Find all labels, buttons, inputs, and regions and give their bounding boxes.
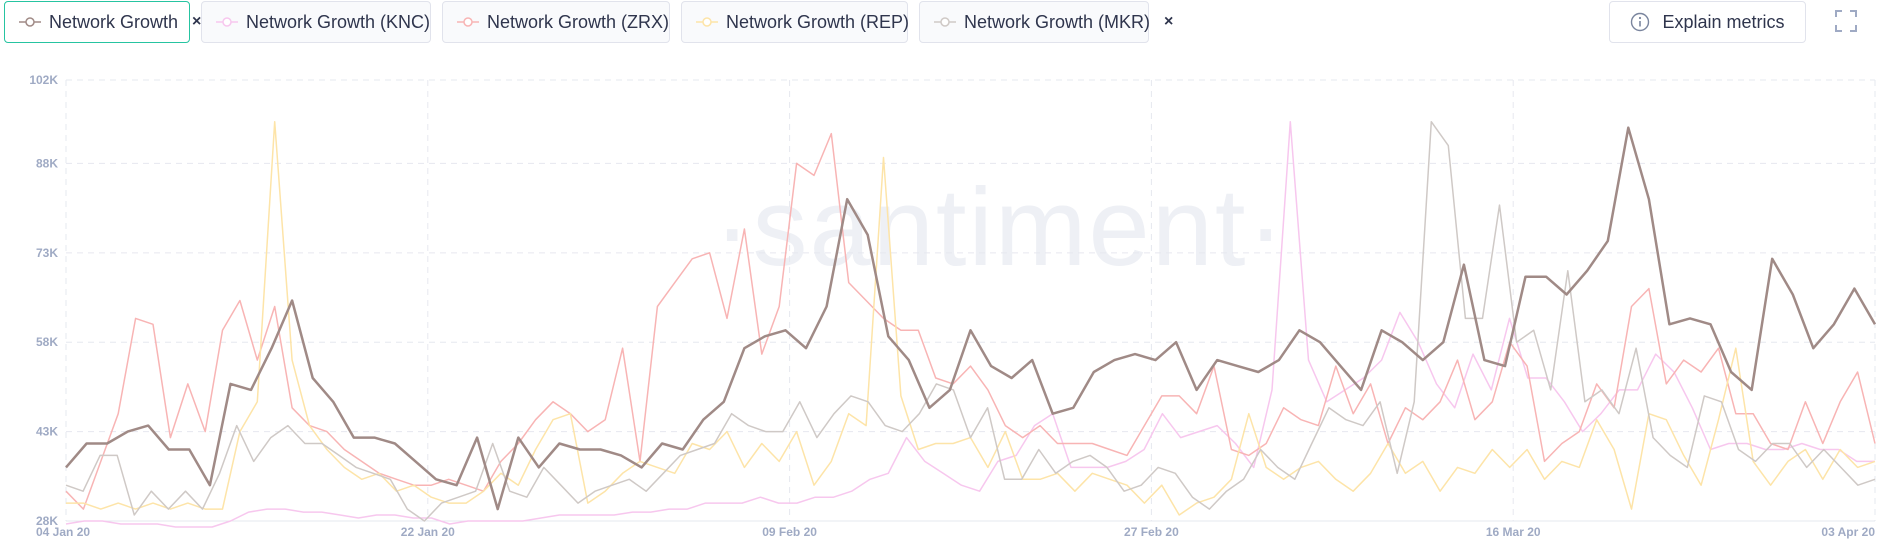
series-line-network-growth-mkr xyxy=(65,120,1876,522)
line-marker-icon xyxy=(696,17,718,27)
line-marker-icon xyxy=(19,17,41,27)
x-tick-label: 04 Jan 20 xyxy=(36,525,90,539)
line-marker-icon xyxy=(934,17,956,27)
santiment-watermark: ·santiment· xyxy=(714,166,1286,289)
x-tick-label: 03 Apr 20 xyxy=(1821,525,1875,539)
y-tick-label: 43K xyxy=(36,425,58,439)
metric-chip-label: Network Growth (ZRX) xyxy=(487,11,670,32)
info-icon xyxy=(1631,12,1650,32)
fullscreen-icon[interactable] xyxy=(1834,9,1858,33)
series-line-network-growth-knc xyxy=(65,120,1875,528)
y-tick-label: 73K xyxy=(36,246,58,260)
series-line-network-growth-zrx xyxy=(65,132,1876,510)
metric-chip-label: Network Growth xyxy=(49,11,179,32)
chart-grid xyxy=(65,79,1876,522)
metric-chip-network-growth-zrx[interactable]: Network Growth (ZRX) × xyxy=(442,1,692,43)
x-tick-label: 16 Mar 20 xyxy=(1486,525,1541,539)
explain-metrics-label: Explain metrics xyxy=(1662,11,1785,32)
x-tick-label: 09 Feb 20 xyxy=(762,525,817,539)
metric-chip-label: Network Growth (KNC) xyxy=(246,11,431,32)
metric-chip-label: Network Growth (REP) xyxy=(726,11,910,32)
line-marker-icon xyxy=(457,17,479,27)
network-growth-chart: ·santiment· 28K 43K 58K 73K 88K 102K 04 Jan 2… xyxy=(29,73,1877,539)
metric-chip-network-growth-rep[interactable]: Network Growth (REP) × xyxy=(681,1,932,43)
y-axis: 28K 43K 58K 73K 88K 102K xyxy=(29,73,58,528)
metric-chip-network-growth-knc[interactable]: Network Growth (KNC) × xyxy=(201,1,453,43)
metric-chip-network-growth-mkr[interactable]: Network Growth (MKR) × xyxy=(919,1,1173,43)
line-marker-icon xyxy=(216,17,238,27)
metric-chip-label: Network Growth (MKR) xyxy=(964,11,1151,32)
close-icon[interactable]: × xyxy=(192,13,202,30)
x-axis: 04 Jan 20 22 Jan 20 09 Feb 20 27 Feb 20 16 M… xyxy=(36,525,1875,539)
chart-series xyxy=(65,120,1877,528)
close-icon[interactable]: × xyxy=(1164,13,1174,30)
x-tick-label: 22 Jan 20 xyxy=(401,525,455,539)
x-tick-label: 27 Feb 20 xyxy=(1124,525,1179,539)
y-tick-label: 58K xyxy=(36,335,58,349)
y-tick-label: 88K xyxy=(36,156,58,170)
explain-metrics-button[interactable]: Explain metrics xyxy=(1609,1,1806,43)
y-tick-label: 28K xyxy=(36,514,58,528)
y-tick-label: 102K xyxy=(29,73,58,87)
metrics-toolbar: Network Growth × Network Growth (KNC) × … xyxy=(0,0,1878,50)
series-line-network-growth xyxy=(65,126,1877,511)
metric-chip-network-growth[interactable]: Network Growth × xyxy=(4,1,201,43)
